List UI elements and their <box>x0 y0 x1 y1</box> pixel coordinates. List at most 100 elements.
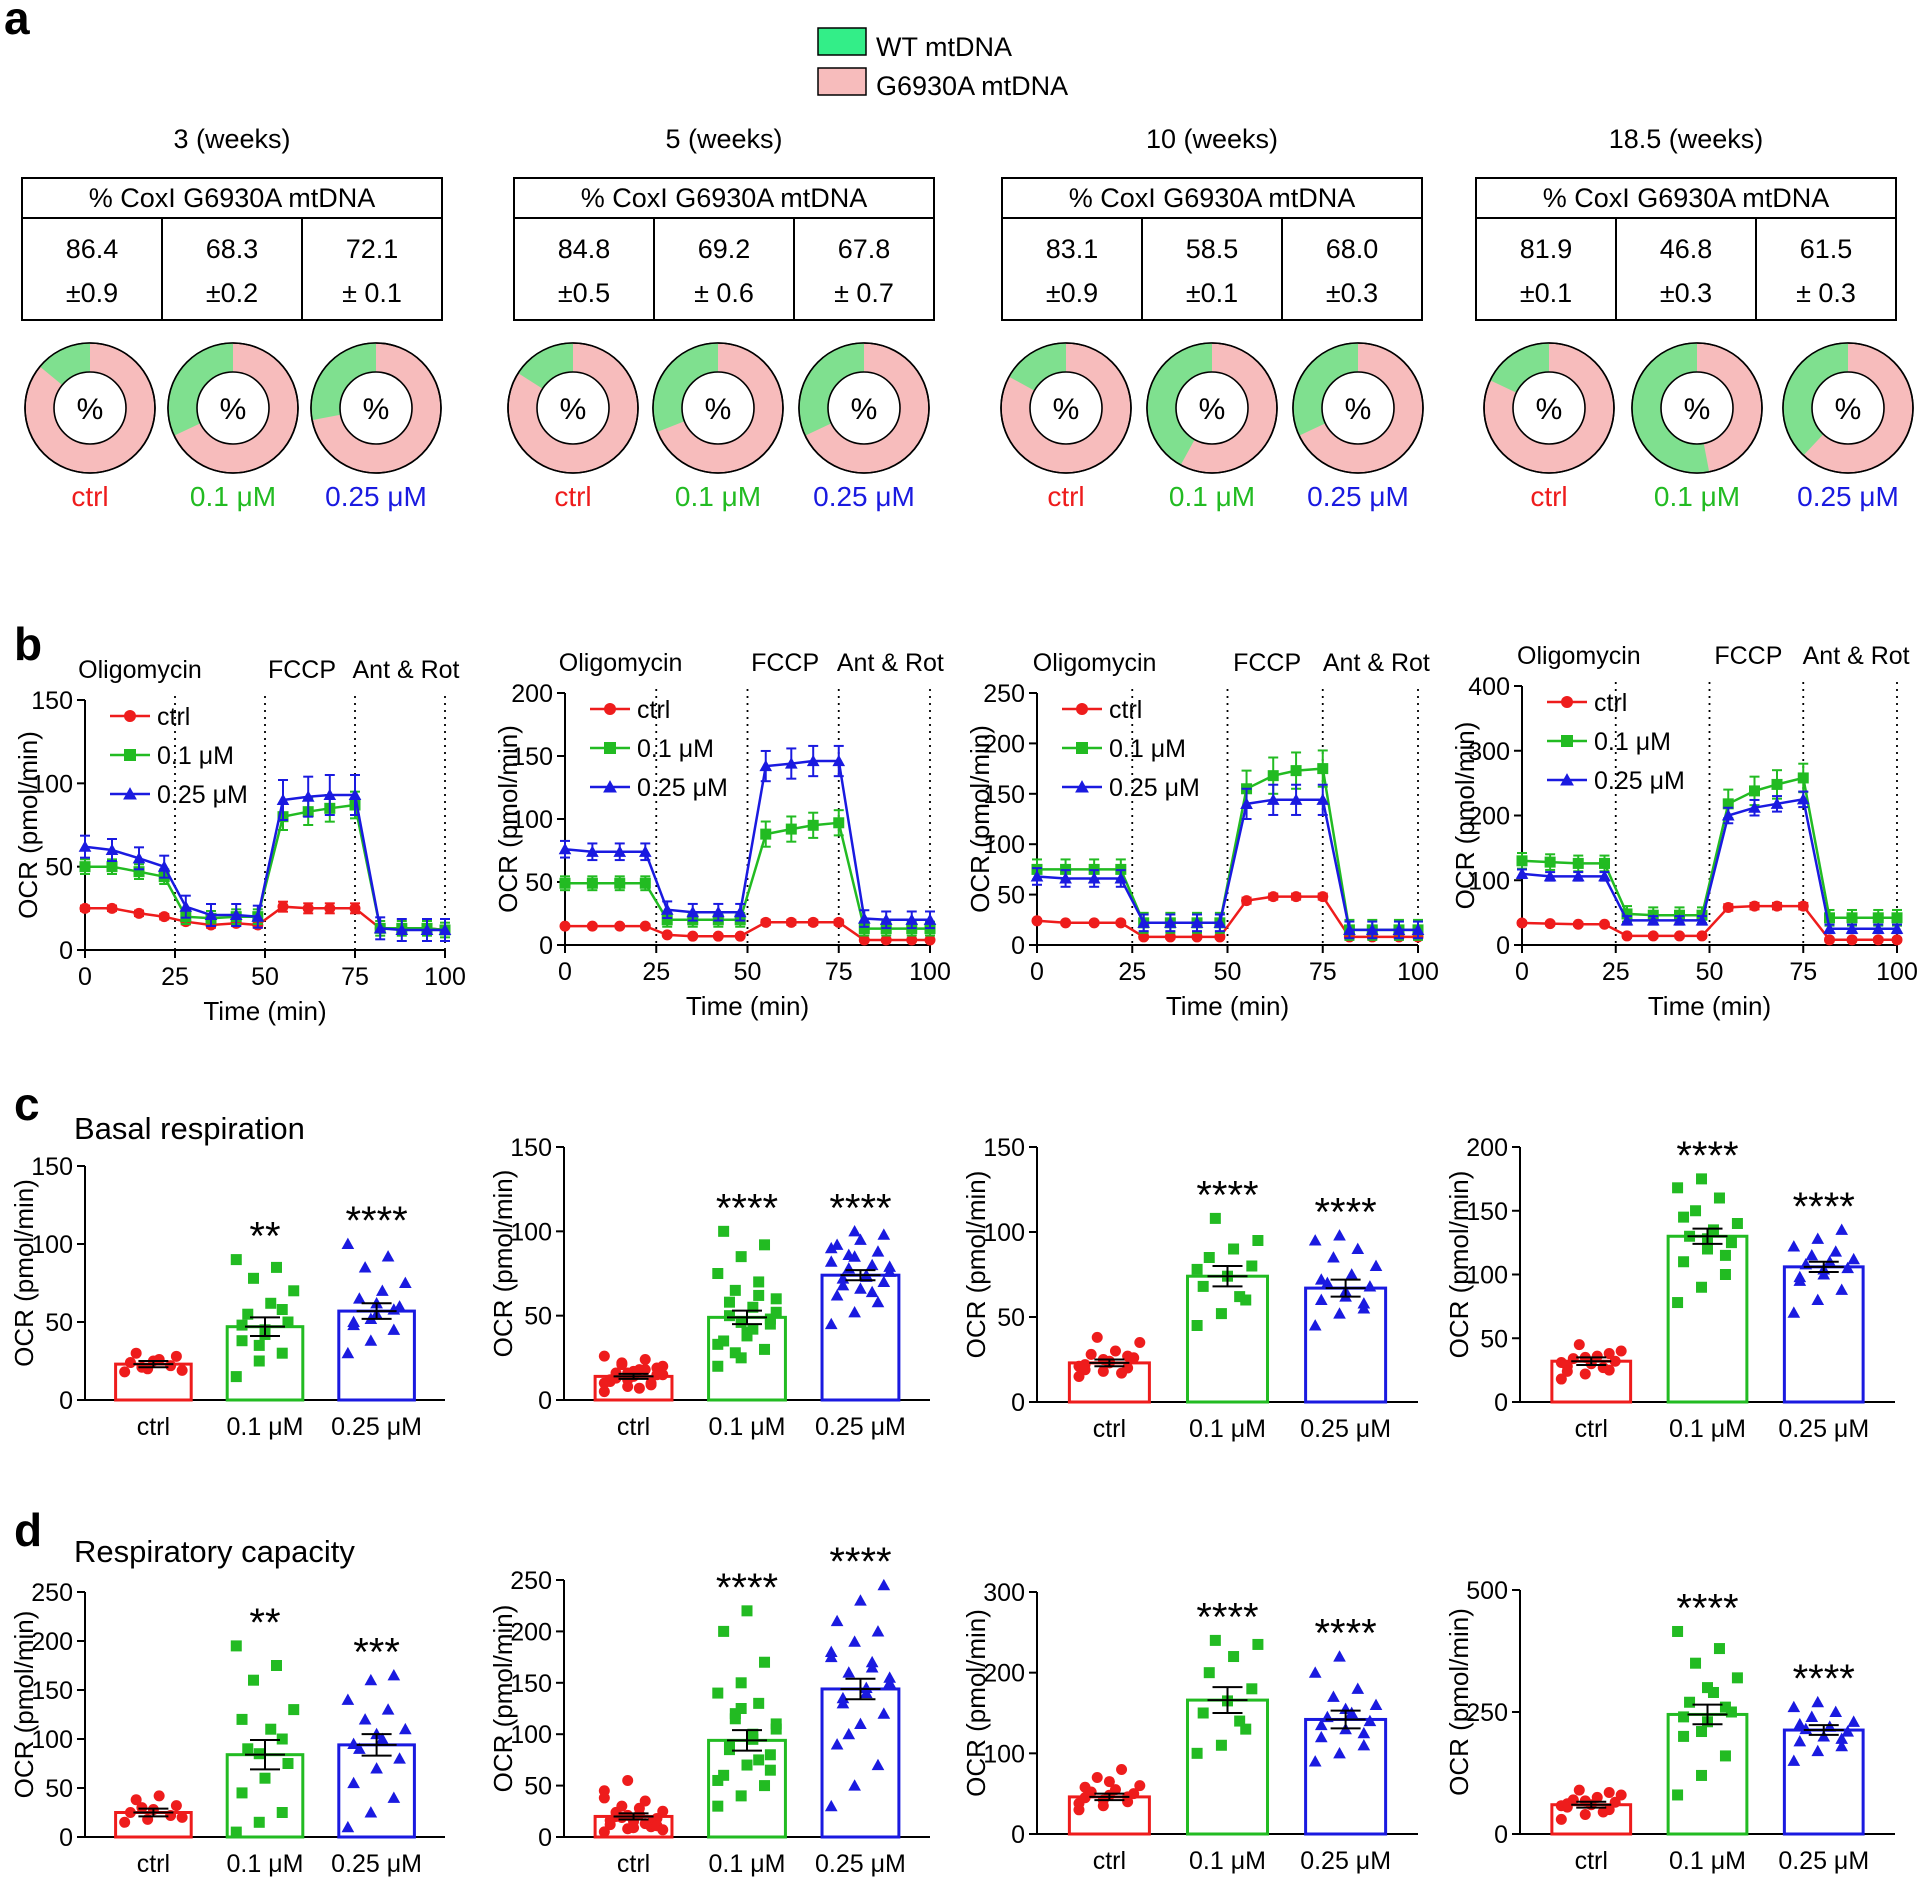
data-point <box>1314 1730 1328 1743</box>
data-point <box>341 1237 355 1250</box>
donut-center-label: % <box>1835 393 1862 426</box>
legend-entry-0p1: 0.1 μM <box>590 735 714 763</box>
data-point <box>1722 901 1734 913</box>
significance-stars: ** <box>249 1601 280 1645</box>
data-point <box>759 759 773 772</box>
data-point <box>718 1335 730 1347</box>
x-axis-label: Time (min) <box>1648 991 1771 1021</box>
data-point <box>1252 1638 1264 1650</box>
data-point <box>119 1366 131 1378</box>
data-point <box>1796 792 1810 805</box>
legend-label: 0.1 μM <box>1109 735 1186 763</box>
data-point <box>1722 798 1734 810</box>
data-point <box>639 920 651 932</box>
data-point <box>1327 1690 1340 1702</box>
series-line <box>84 793 445 932</box>
donut-outline <box>1000 342 1132 474</box>
data-point <box>1314 1273 1328 1285</box>
y-tick-label: 50 <box>525 869 553 897</box>
y-tick-label: 50 <box>524 1303 552 1331</box>
y-axis-label: OCR (pmol/min) <box>9 1611 39 1799</box>
injection-label-ant-rot: Ant & Rot <box>353 656 460 684</box>
group-label-0p1: 0.1 μM <box>190 481 276 512</box>
y-axis-label: OCR (pmol/min) <box>961 1609 991 1797</box>
data-point <box>1598 870 1611 882</box>
series-0p25 <box>1030 783 1425 940</box>
group-label-ctrl: ctrl <box>554 481 591 512</box>
data-point <box>170 1350 182 1362</box>
data-point <box>364 1806 378 1818</box>
data-point <box>1678 1256 1690 1268</box>
data-point <box>79 861 91 873</box>
data-point <box>1835 1739 1849 1752</box>
data-point <box>1164 931 1176 943</box>
data-point <box>764 1764 776 1776</box>
data-point <box>1603 1787 1615 1799</box>
y-tick-label: 50 <box>1480 1325 1508 1353</box>
donut-outline <box>1146 342 1278 474</box>
x-tick-label: 100 <box>909 958 951 986</box>
data-point <box>1572 918 1584 930</box>
data-point <box>1725 1706 1737 1718</box>
data-point <box>373 922 387 934</box>
data-point <box>248 1674 260 1686</box>
significance-stars: **** <box>829 1186 891 1230</box>
data-point <box>1811 1293 1825 1306</box>
data-point <box>1787 1306 1801 1318</box>
donut-hole <box>53 371 127 445</box>
y-tick-label: 250 <box>1466 1699 1508 1727</box>
data-point <box>613 845 627 857</box>
group-label-ctrl: ctrl <box>1530 481 1567 512</box>
series-ctrl <box>559 916 936 946</box>
y-tick-label: 0 <box>1494 1389 1508 1417</box>
data-point <box>1797 900 1809 912</box>
data-point <box>729 1284 741 1296</box>
y-tick-label: 0 <box>1494 1821 1508 1849</box>
significance-stars: ** <box>249 1215 280 1259</box>
data-point <box>381 1703 395 1715</box>
data-point <box>348 788 362 801</box>
data-point <box>1333 1650 1346 1662</box>
data-point <box>276 1347 288 1359</box>
donut-hole <box>1660 371 1734 445</box>
legend-marker <box>1560 773 1574 786</box>
data-point <box>1678 1211 1690 1223</box>
data-point <box>712 1268 724 1279</box>
data-point <box>1871 922 1885 934</box>
data-point <box>559 877 571 889</box>
y-tick-label: 200 <box>983 1660 1025 1688</box>
legend-label: ctrl <box>1594 689 1627 717</box>
bar-group-ctrl: ctrl <box>593 1350 674 1441</box>
data-point <box>1234 1291 1246 1303</box>
y-tick-label: 50 <box>997 1304 1025 1332</box>
data-point <box>420 923 434 936</box>
data-point <box>598 1350 610 1362</box>
y-tick-label: 0 <box>538 1824 552 1852</box>
y-tick-label: 150 <box>983 781 1025 809</box>
panel-letter-d: d <box>14 1504 42 1556</box>
data-point <box>661 914 673 926</box>
group-label-ctrl: ctrl <box>1047 481 1084 512</box>
donut-center-label: % <box>363 393 390 426</box>
data-point <box>1615 1345 1627 1357</box>
y-tick-label: 150 <box>510 1670 552 1698</box>
significance-stars: **** <box>716 1186 778 1230</box>
data-point <box>1787 1240 1801 1252</box>
data-point <box>747 1733 759 1745</box>
data-point <box>1116 1367 1128 1379</box>
data-point <box>842 1666 856 1678</box>
data-point <box>302 902 314 914</box>
table-border <box>1001 177 1423 321</box>
data-point <box>153 1790 165 1802</box>
data-point <box>824 1650 838 1663</box>
significance-stars: **** <box>716 1566 778 1610</box>
data-point <box>1713 1643 1725 1655</box>
data-point <box>687 930 699 942</box>
x-axis-label: Time (min) <box>686 991 809 1021</box>
data-point <box>265 1723 277 1735</box>
data-point <box>1609 1796 1621 1808</box>
data-point <box>1787 1754 1801 1766</box>
donut-hole <box>1321 371 1395 445</box>
data-point <box>1209 1212 1221 1224</box>
series-0p1 <box>1031 749 1424 941</box>
